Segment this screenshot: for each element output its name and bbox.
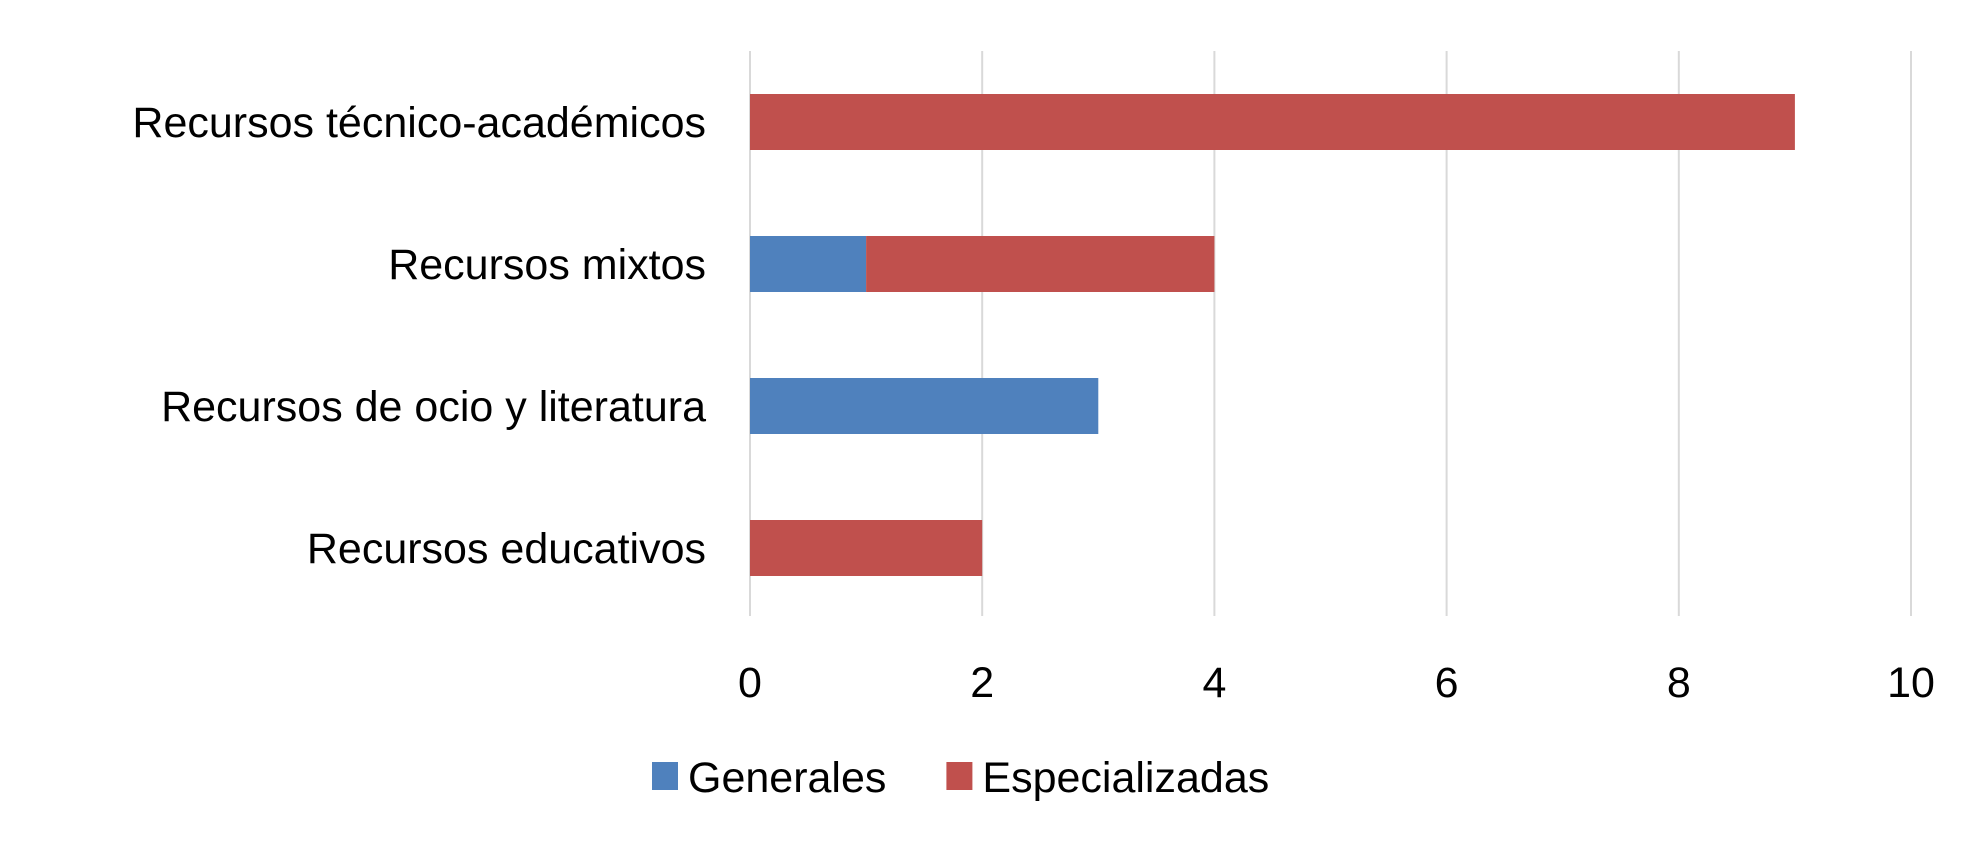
- x-tick-label: 8: [1667, 659, 1691, 707]
- category-label: Recursos educativos: [307, 525, 706, 573]
- bar-especializadas: [866, 236, 1215, 292]
- x-tick-label: 6: [1435, 659, 1459, 707]
- legend-swatch: [652, 762, 678, 790]
- bar-generales: [750, 378, 1099, 434]
- x-tick-label: 10: [1887, 659, 1935, 707]
- legend-label: Generales: [688, 754, 886, 802]
- bar-especializadas: [750, 94, 1795, 150]
- x-tick-label: 4: [1202, 659, 1226, 707]
- legend-label: Especializadas: [982, 754, 1269, 802]
- x-tick-label: 0: [738, 659, 762, 707]
- x-tick-label: 2: [970, 659, 994, 707]
- category-label: Recursos técnico-académicos: [132, 99, 706, 147]
- category-label: Recursos mixtos: [388, 241, 706, 289]
- bar-generales: [750, 236, 867, 292]
- legend-swatch: [946, 762, 973, 790]
- category-label: Recursos de ocio y literatura: [161, 383, 706, 431]
- bar-especializadas: [750, 520, 983, 576]
